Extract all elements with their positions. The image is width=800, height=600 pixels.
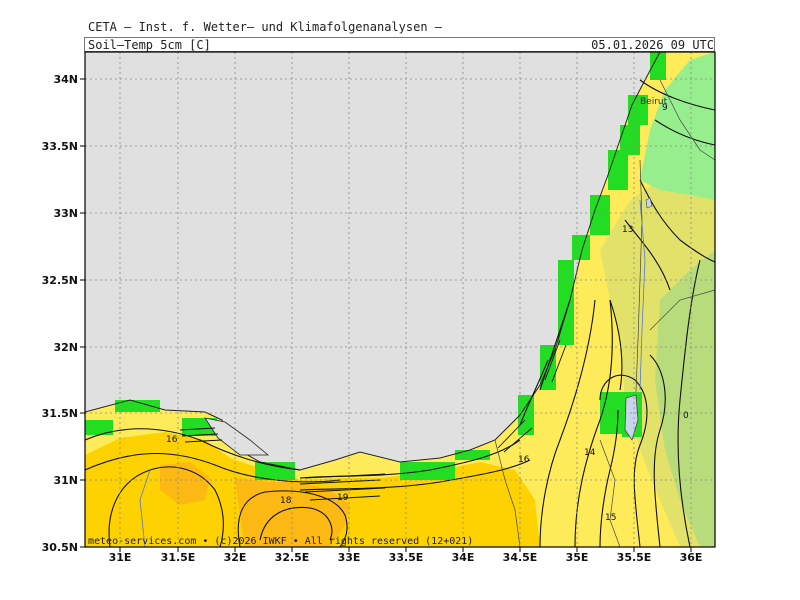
land-area xyxy=(85,52,715,547)
contour-label: 14 xyxy=(584,448,596,458)
contour-label: 9 xyxy=(662,103,668,113)
lon-label: 31.5E xyxy=(161,551,196,564)
longitude-labels: 31E 31.5E 32E 32.5E 33E 33.5E 34E 34.5E … xyxy=(109,551,703,564)
copyright-footer: meteo-services.com • (c)2026 IWKF • All … xyxy=(88,536,473,547)
lat-label: 33.5N xyxy=(42,140,78,153)
dead-sea xyxy=(624,394,639,441)
lon-label: 32.5E xyxy=(275,551,310,564)
coastline xyxy=(85,52,661,471)
contour-label: 16 xyxy=(518,455,530,465)
lon-label: 31E xyxy=(109,551,132,564)
latitude-labels: 34N 33.5N 33N 32.5N 32N 31.5N 31N 30.5N xyxy=(42,73,78,554)
lagoon xyxy=(204,417,270,456)
parameter-label: Soil–Temp_5cm_[C] xyxy=(88,38,211,52)
temp-band-18-plus-west xyxy=(160,462,210,505)
lat-label: 34N xyxy=(53,73,78,86)
temp-band-8-10 xyxy=(640,52,715,200)
sea-of-galilee xyxy=(645,197,653,209)
map-title: CETA – Inst. f. Wetter– und Klimafolgena… xyxy=(88,20,443,34)
lon-label: 35.5E xyxy=(617,551,652,564)
lon-label: 36E xyxy=(680,551,703,564)
lat-lon-grid xyxy=(85,52,715,547)
contour-label: 0 xyxy=(683,411,689,421)
axis-ticks xyxy=(80,78,692,552)
contour-label: 13 xyxy=(622,225,633,235)
contour-label-group: 16 18 19 16 14 13 9 15 0 xyxy=(166,103,689,523)
contour-label: 16 xyxy=(166,435,178,445)
contour-label: 15 xyxy=(605,513,616,523)
lat-label: 33N xyxy=(53,207,78,220)
lon-label: 34E xyxy=(452,551,475,564)
contour-label: 18 xyxy=(280,496,292,506)
lon-label: 32E xyxy=(224,551,247,564)
lat-label: 30.5N xyxy=(42,541,78,554)
temp-band-10-12 xyxy=(655,250,715,547)
lon-label: 33.5E xyxy=(389,551,424,564)
lat-label: 31N xyxy=(53,474,78,487)
contour-lines xyxy=(85,79,715,547)
contour-label: 19 xyxy=(337,493,349,503)
valid-time: 05.01.2026 09 UTC xyxy=(591,38,714,52)
city-label-beirut: Beirut xyxy=(640,97,668,107)
coastal-gradient-lines xyxy=(179,339,567,501)
lon-label: 33E xyxy=(338,551,361,564)
lat-label: 32N xyxy=(53,341,78,354)
lon-label: 35E xyxy=(566,551,589,564)
map-frame xyxy=(84,51,716,548)
lat-label: 32.5N xyxy=(42,274,78,287)
lon-label: 34.5E xyxy=(503,551,538,564)
lat-label: 31.5N xyxy=(42,407,78,420)
